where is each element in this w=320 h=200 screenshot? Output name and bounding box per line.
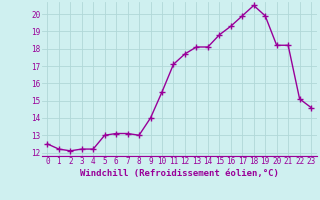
X-axis label: Windchill (Refroidissement éolien,°C): Windchill (Refroidissement éolien,°C) bbox=[80, 169, 279, 178]
